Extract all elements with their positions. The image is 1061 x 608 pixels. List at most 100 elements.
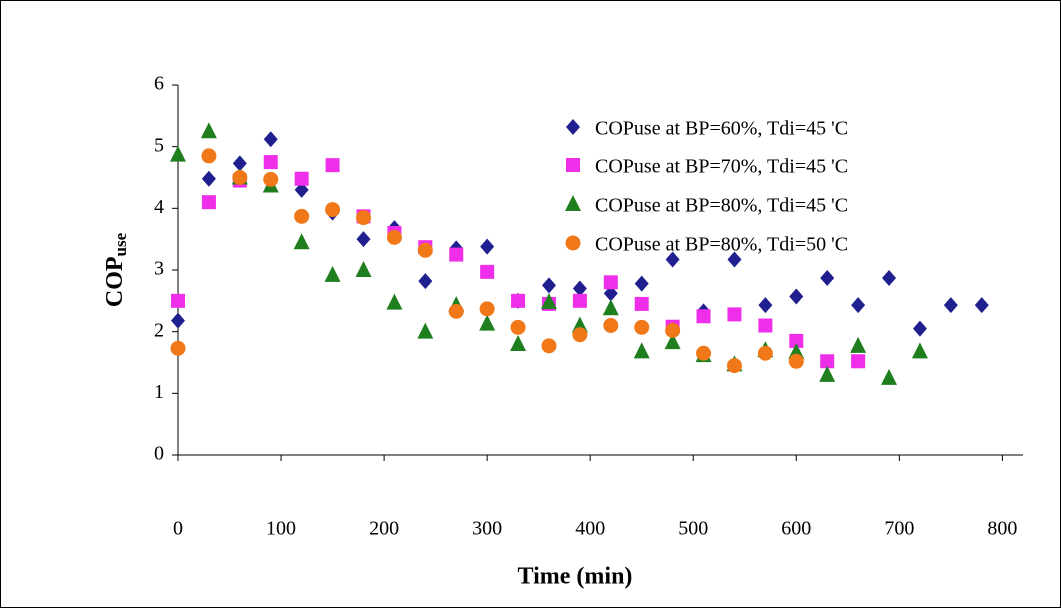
data-point (294, 208, 310, 224)
data-point (851, 354, 866, 369)
data-point (263, 155, 278, 170)
data-point (232, 155, 247, 172)
data-point (665, 251, 680, 268)
data-point (201, 148, 217, 164)
data-point (171, 293, 185, 308)
data-point (757, 345, 773, 361)
data-point (325, 158, 340, 173)
data-point (634, 319, 650, 335)
legend-marker (565, 195, 581, 211)
data-point (480, 264, 495, 279)
x-tick-label: 100 (266, 518, 296, 540)
data-point (881, 368, 898, 385)
data-point (727, 307, 742, 322)
legend-label: COPuse at BP=80%, Tdi=50 'C (595, 234, 848, 256)
data-point (201, 195, 216, 210)
data-point (170, 145, 186, 162)
data-point (603, 285, 618, 302)
data-point (418, 273, 433, 290)
x-axis-title: Time (min) (518, 564, 633, 590)
data-point (634, 275, 649, 292)
data-point (974, 297, 989, 314)
data-point (324, 265, 341, 282)
y-tick-label: 6 (154, 73, 164, 95)
data-point (820, 354, 835, 369)
data-point (540, 293, 557, 310)
data-point (758, 297, 773, 314)
x-tick-label: 500 (678, 518, 708, 540)
data-point (912, 320, 927, 337)
data-point (696, 309, 711, 324)
y-tick-label: 2 (154, 319, 164, 341)
data-point (572, 280, 587, 297)
data-point (449, 247, 464, 262)
y-tick-label: 3 (154, 258, 164, 280)
data-point (788, 353, 804, 369)
data-point (602, 299, 619, 316)
data-point (634, 296, 649, 311)
data-point (386, 293, 403, 310)
y-tick-label: 1 (154, 381, 164, 403)
data-point (294, 181, 309, 198)
data-point (727, 251, 742, 268)
data-point (294, 171, 309, 186)
data-point (943, 297, 958, 314)
x-tick-label: 400 (575, 518, 605, 540)
x-tick-label: 300 (472, 518, 502, 540)
data-point (479, 301, 495, 317)
data-point (232, 170, 248, 185)
data-point (572, 327, 588, 343)
data-point (417, 322, 434, 339)
data-point (789, 333, 804, 348)
y-axis-title-main: COP (102, 256, 128, 307)
x-tick-label: 0 (173, 518, 183, 540)
x-tick-label: 600 (781, 518, 811, 540)
data-point (263, 131, 278, 148)
data-point (758, 318, 773, 333)
x-tick-label: 800 (987, 518, 1017, 540)
data-point (417, 242, 433, 258)
data-point (293, 233, 310, 250)
data-point (510, 335, 527, 351)
y-tick-label: 4 (154, 196, 164, 218)
data-point (170, 340, 186, 356)
y-tick-label: 5 (154, 134, 164, 156)
data-point (263, 171, 279, 187)
x-tick-label: 200 (369, 518, 399, 540)
data-point (633, 342, 650, 359)
legend-label: COPuse at BP=60%, Tdi=45 'C (595, 118, 848, 140)
data-point (603, 275, 618, 290)
data-point (789, 288, 804, 305)
data-point (201, 170, 216, 187)
y-tick-label: 0 (154, 443, 164, 465)
y-axis-title-sub: use (111, 232, 130, 256)
legend-marker (565, 235, 581, 251)
data-point (541, 338, 557, 354)
data-point (882, 270, 897, 287)
data-point (541, 277, 556, 294)
data-point (664, 333, 681, 350)
legend-marker (566, 158, 580, 172)
data-point (850, 336, 867, 353)
data-point (726, 358, 742, 374)
y-axis-title: COPuse (102, 232, 130, 307)
data-point (696, 345, 712, 361)
data-point (820, 270, 835, 287)
data-point (911, 342, 928, 359)
data-point (356, 231, 371, 248)
data-point (511, 293, 526, 308)
data-point (355, 261, 372, 277)
data-point (325, 202, 341, 218)
legend-marker (566, 119, 580, 135)
data-point (819, 365, 836, 382)
legend-label: COPuse at BP=70%, Tdi=45 'C (595, 156, 848, 178)
data-point (479, 314, 496, 331)
data-point (665, 322, 681, 338)
data-point (510, 319, 526, 335)
data-point (171, 312, 185, 329)
data-point (603, 318, 619, 333)
data-point (572, 293, 587, 308)
legend-label: COPuse at BP=80%, Tdi=45 'C (595, 195, 848, 217)
data-point (448, 303, 464, 319)
